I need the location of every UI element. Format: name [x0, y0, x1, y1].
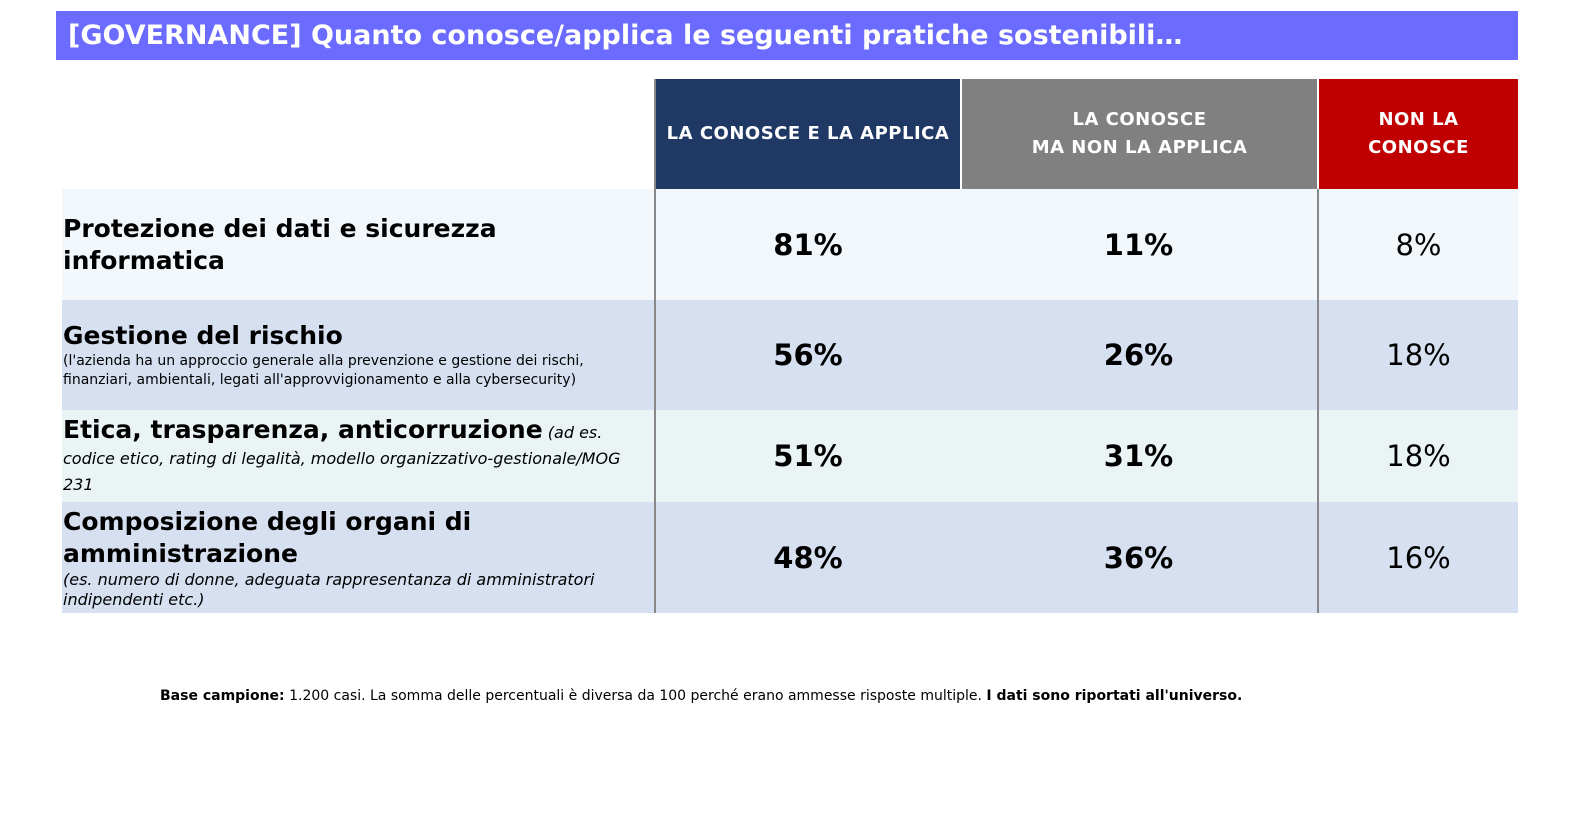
value-cell: 51% [654, 410, 960, 502]
row-label-risk-management: Gestione del rischio (l'azienda ha un ap… [62, 300, 654, 410]
row-label-note: (l'azienda ha un approccio generale alla… [63, 353, 584, 388]
footnote-text: 1.200 casi. La somma delle percentuali è… [284, 688, 987, 704]
row-label-note: (es. numero di donne, adeguata rappresen… [63, 569, 595, 609]
footnote-bold-start: Base campione: [160, 688, 285, 704]
value-cell: 18% [1317, 410, 1518, 502]
row-label-title: Protezione dei dati e sicurezza informat… [63, 213, 497, 275]
value-cell: 26% [960, 300, 1317, 410]
column-header-does-not-know: NON LA CONOSCE [1317, 79, 1518, 189]
footnote-bold-end: I dati sono riportati all'universo. [986, 688, 1243, 704]
column-header-knows-applies: LA CONOSCE E LA APPLICA [654, 79, 960, 189]
footnote: Base campione: 1.200 casi. La somma dell… [160, 688, 1242, 704]
results-table: LA CONOSCE E LA APPLICA LA CONOSCE MA NO… [62, 79, 1518, 613]
value-cell: 11% [960, 189, 1317, 300]
row-label-title: Composizione degli organi di amministraz… [63, 506, 472, 568]
value-cell: 8% [1317, 189, 1518, 300]
row-label-title: Gestione del rischio [63, 321, 343, 350]
value-cell: 16% [1317, 502, 1518, 613]
value-cell: 36% [960, 502, 1317, 613]
row-label-ethics: Etica, trasparenza, anticorruzione (ad e… [62, 410, 654, 502]
column-header-knows-not-applies: LA CONOSCE MA NON LA APPLICA [960, 79, 1317, 189]
row-label-inline-note: (ad es. codice etico, rating di legalità… [63, 423, 621, 494]
value-cell: 18% [1317, 300, 1518, 410]
slide-title: [GOVERNANCE] Quanto conosce/applica le s… [56, 11, 1518, 60]
value-cell: 56% [654, 300, 960, 410]
row-label-data-protection: Protezione dei dati e sicurezza informat… [62, 189, 654, 300]
value-cell: 31% [960, 410, 1317, 502]
row-label-board-composition: Composizione degli organi di amministraz… [62, 502, 654, 613]
value-cell: 81% [654, 189, 960, 300]
row-label-combined: Etica, trasparenza, anticorruzione (ad e… [63, 414, 648, 498]
value-cell: 48% [654, 502, 960, 613]
row-label-title: Etica, trasparenza, anticorruzione [63, 415, 543, 444]
header-empty-cell [62, 79, 654, 189]
